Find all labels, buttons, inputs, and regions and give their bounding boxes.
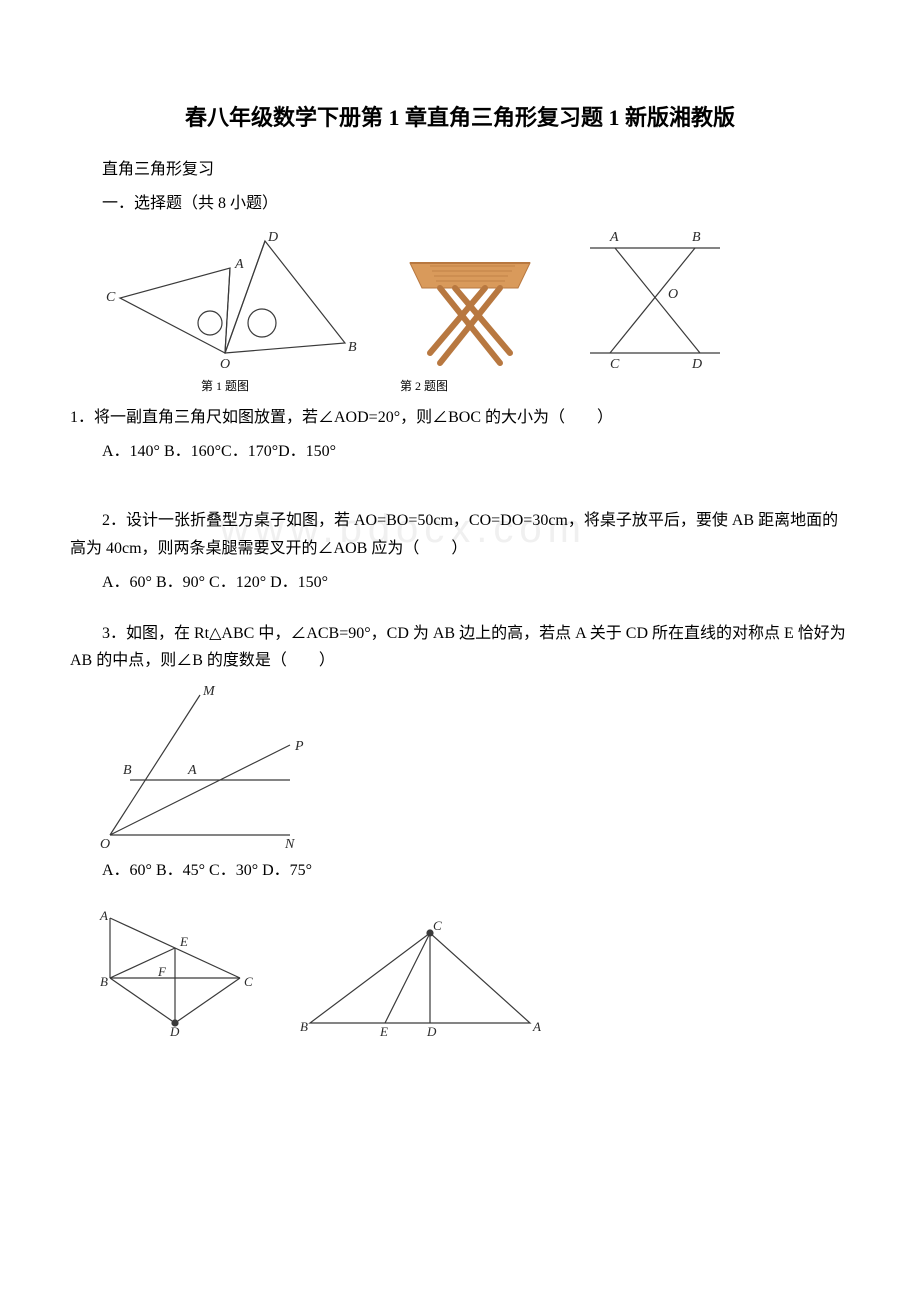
label-b4: B: [100, 974, 108, 989]
label-e5: E: [379, 1024, 388, 1038]
label-f4: F: [157, 964, 167, 979]
label-d5: D: [426, 1024, 437, 1038]
label-a4: A: [99, 908, 108, 923]
figure-2: A B O C D 第 2 题图: [390, 223, 730, 394]
question-1: 1．将一副直角三角尺如图放置，若∠AOD=20°，则∠BOC 的大小为（ ）: [70, 404, 850, 431]
label-o2: O: [668, 287, 678, 302]
diagram-q2: A B O C D: [580, 223, 730, 373]
label-d4: D: [169, 1024, 180, 1038]
label-b: B: [348, 340, 357, 355]
label-o3: O: [100, 837, 110, 850]
label-a5: A: [532, 1019, 541, 1034]
label-o: O: [220, 357, 230, 372]
diagram-q1: A B C D O: [90, 223, 360, 373]
label-c5: C: [433, 918, 442, 933]
label-b3: B: [123, 763, 132, 778]
question-2-choices: A．60° B．90° C．120° D．150°: [70, 568, 850, 592]
label-c4: C: [244, 974, 253, 989]
label-d2: D: [691, 357, 702, 372]
question-3-choices: A．60° B．45° C．30° D．75°: [70, 856, 850, 880]
label-a: A: [234, 257, 244, 272]
label-b2: B: [692, 230, 701, 245]
diagram-b2: A B C D E: [290, 918, 550, 1038]
question-3: 3．如图，在 Rt△ABC 中，∠ACB=90°，CD 为 AB 边上的高，若点…: [70, 620, 850, 674]
label-e4: E: [179, 934, 188, 949]
question-1-choices: A．140° B．160°C．170°D．150°: [70, 437, 850, 461]
figure-row-1: A B C D O 第 1 题图: [90, 223, 850, 394]
label-p: P: [294, 739, 304, 754]
label-d: D: [267, 230, 278, 245]
figure-2-caption: 第 2 题图: [400, 377, 730, 394]
subtitle: 直角三角形复习: [70, 156, 850, 183]
label-c: C: [106, 290, 116, 305]
figure-row-bottom: A B C D E F A B C D E: [90, 908, 850, 1038]
figure-1-caption: 第 1 题图: [90, 377, 360, 394]
page-title: 春八年级数学下册第 1 章直角三角形复习题 1 新版湘教版: [70, 100, 850, 132]
label-m: M: [202, 684, 216, 699]
section-heading: 一．选择题（共 8 小题）: [70, 189, 850, 213]
question-2: 2．设计一张折叠型方桌子如图，若 AO=BO=50cm，CO=DO=30cm，将…: [70, 507, 850, 561]
figure-q3: M P B A O N: [90, 680, 850, 850]
diagram-q3: M P B A O N: [90, 680, 320, 850]
label-a2: A: [609, 230, 619, 245]
label-c2: C: [610, 357, 620, 372]
table-image: [390, 233, 550, 373]
figure-1: A B C D O 第 1 题图: [90, 223, 360, 394]
label-a3: A: [187, 763, 197, 778]
label-n: N: [284, 837, 295, 850]
diagram-b1: A B C D E F: [90, 908, 260, 1038]
label-b5: B: [300, 1019, 308, 1034]
